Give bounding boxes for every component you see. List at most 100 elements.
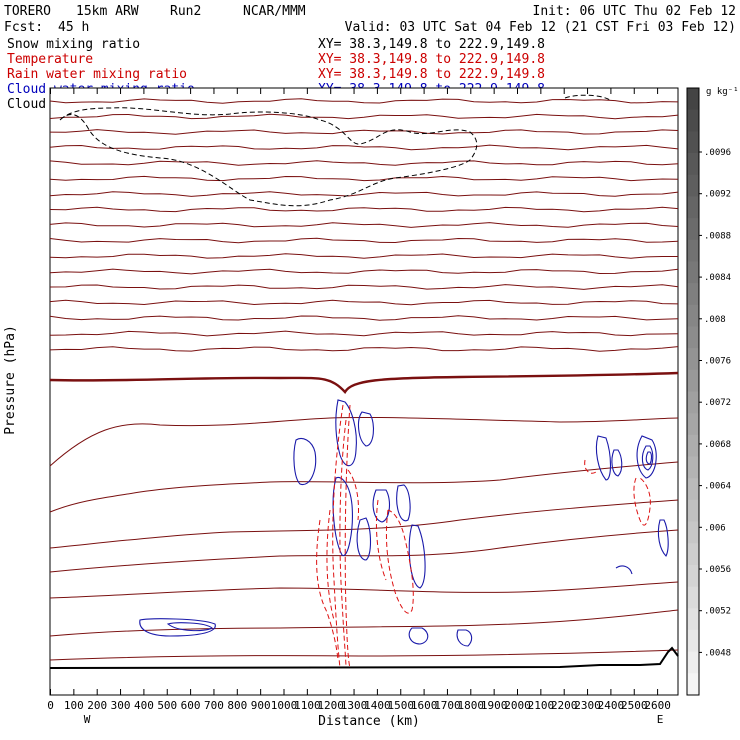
cloud-water-contour-4 [372,489,391,523]
colorbar-seg-9 [687,283,699,306]
field-xy-2: XY= 38.3,149.8 to 222.9,149.8 [318,67,545,82]
forecast-hours: 45 h [58,20,89,35]
cloud-water-contour-15 [408,627,429,645]
colorbar-seg-26 [687,651,699,674]
cloud-water-contour-14 [166,622,213,632]
colorbar-unit: g kg⁻¹ [706,87,739,97]
cloud-water-contour-13 [139,618,216,637]
init-time: Init: 06 UTC Thu 02 Feb 12 [533,4,737,19]
isotherm-lower-2 [49,499,679,549]
cloud-water-contour-1 [357,411,375,447]
colorbar-seg-21 [687,543,699,566]
colorbar-seg-13 [687,369,699,392]
terrain-line [49,646,679,669]
x-tick-label-8: 800 [227,699,247,712]
colorbar-seg-6 [687,218,699,241]
cloud-water-contour-7 [356,517,372,561]
isotherm-upper-1 [49,113,679,120]
colorbar-seg-16 [687,434,699,458]
x-tick-label-14: 1400 [364,699,391,712]
isotherm-lower-1 [49,461,679,513]
x-tick-label-10: 1000 [271,699,298,712]
colorbar-tick-label-6: .0072 [704,398,731,408]
snow-contours [59,94,611,207]
isotherm-upper-14 [49,315,679,321]
colorbar-seg-15 [687,413,699,436]
colorbar-tick-label-3: .0084 [704,273,731,283]
field-xy-0: XY= 38.3,149.8 to 222.9,149.8 [318,37,545,52]
isotherm-upper-4 [49,160,679,166]
cloud-water-contour-5 [396,484,411,522]
isotherm-upper-7 [49,206,679,213]
isotherm-upper-10 [49,253,678,259]
x-tick-label-6: 600 [181,699,201,712]
colorbar-tick-label-7: .0068 [704,440,731,450]
isotherm-upper-3 [49,144,679,151]
terrain-surface [49,646,679,669]
colorbar-seg-11 [687,326,699,349]
plot-area [49,87,679,696]
x-tick-label-0: 0 [47,699,54,712]
run-name: Run2 [170,4,201,19]
x-tick-label-13: 1300 [341,699,368,712]
field-name-2: Rain water mixing ratio [7,67,187,82]
x-tick-label-1: 100 [64,699,84,712]
colorbar-tick-label-2: .0088 [704,231,731,241]
colorbar-seg-3 [687,153,699,176]
resolution: 15km ARW [76,4,139,19]
colorbar-seg-0 [687,88,699,111]
colorbar-seg-27 [687,673,699,696]
colorbar: .0096 .0092 .0088 .0084 .008 .0076 .0072 .0068.… [686,87,731,696]
colorbar-seg-12 [687,348,699,371]
x-tick-label-24: 2400 [598,699,625,712]
temperature-contours [49,98,679,661]
header: TORERO 15km ARW Run2 NCAR/MMM Init: 06 U… [4,4,736,35]
cloud-water-contour-6 [408,524,426,589]
colorbar-tick-label-10: .0056 [704,565,731,575]
colorbar-tick-label-5: .0076 [704,357,731,367]
field-name-1: Temperature [7,52,93,67]
snow-contour-main [59,107,478,207]
rain-contour-4 [326,509,335,621]
x-tick-label-23: 2300 [574,699,601,712]
cloud-water-contours [139,399,669,647]
cloud-water-contour-2 [293,437,317,486]
isotherm-lower-3 [49,529,679,573]
cloud-water-contour-8 [595,435,612,481]
isotherm-upper-6 [49,191,679,197]
x-tick-label-2: 200 [87,699,107,712]
isotherm-lower-0 [49,416,679,467]
rain-contour-2 [339,419,347,669]
colorbar-seg-22 [687,564,699,588]
cloud-water-contour-11 [645,451,653,465]
x-axis-label: Distance (km) [318,714,420,729]
x-tick-label-11: 1100 [294,699,321,712]
model-name: TORERO [4,4,51,19]
colorbar-tick-label-8: .0064 [704,482,731,492]
x-tick-label-22: 2200 [551,699,578,712]
x-tick-label-17: 1700 [434,699,461,712]
field-name-0: Snow mixing ratio [7,37,140,52]
isotherm-upper-15 [49,330,679,337]
colorbar-seg-4 [687,174,699,197]
isotherm-upper-0 [49,98,679,104]
colorbar-frame [686,87,700,696]
colorbar-seg-25 [687,629,699,653]
isotherm-upper-11 [49,268,679,275]
rain-contour-7 [633,477,651,526]
x-tick-label-16: 1600 [411,699,438,712]
colorbar-tick-label-9: .006 [704,523,726,533]
isotherm-lower-4 [49,581,679,599]
isotherm-lower-6 [49,649,679,661]
rain-contour-8 [584,459,597,474]
snow-contour-east [564,94,611,101]
west-label: W [84,713,91,726]
x-tick-label-12: 1200 [317,699,344,712]
colorbar-seg-19 [687,499,699,523]
organization: NCAR/MMM [243,4,306,19]
cloud-water-contour-10 [641,445,654,471]
isotherm-upper-5 [49,175,679,182]
colorbar-seg-10 [687,304,699,327]
isotherm-upper-9 [49,237,679,244]
